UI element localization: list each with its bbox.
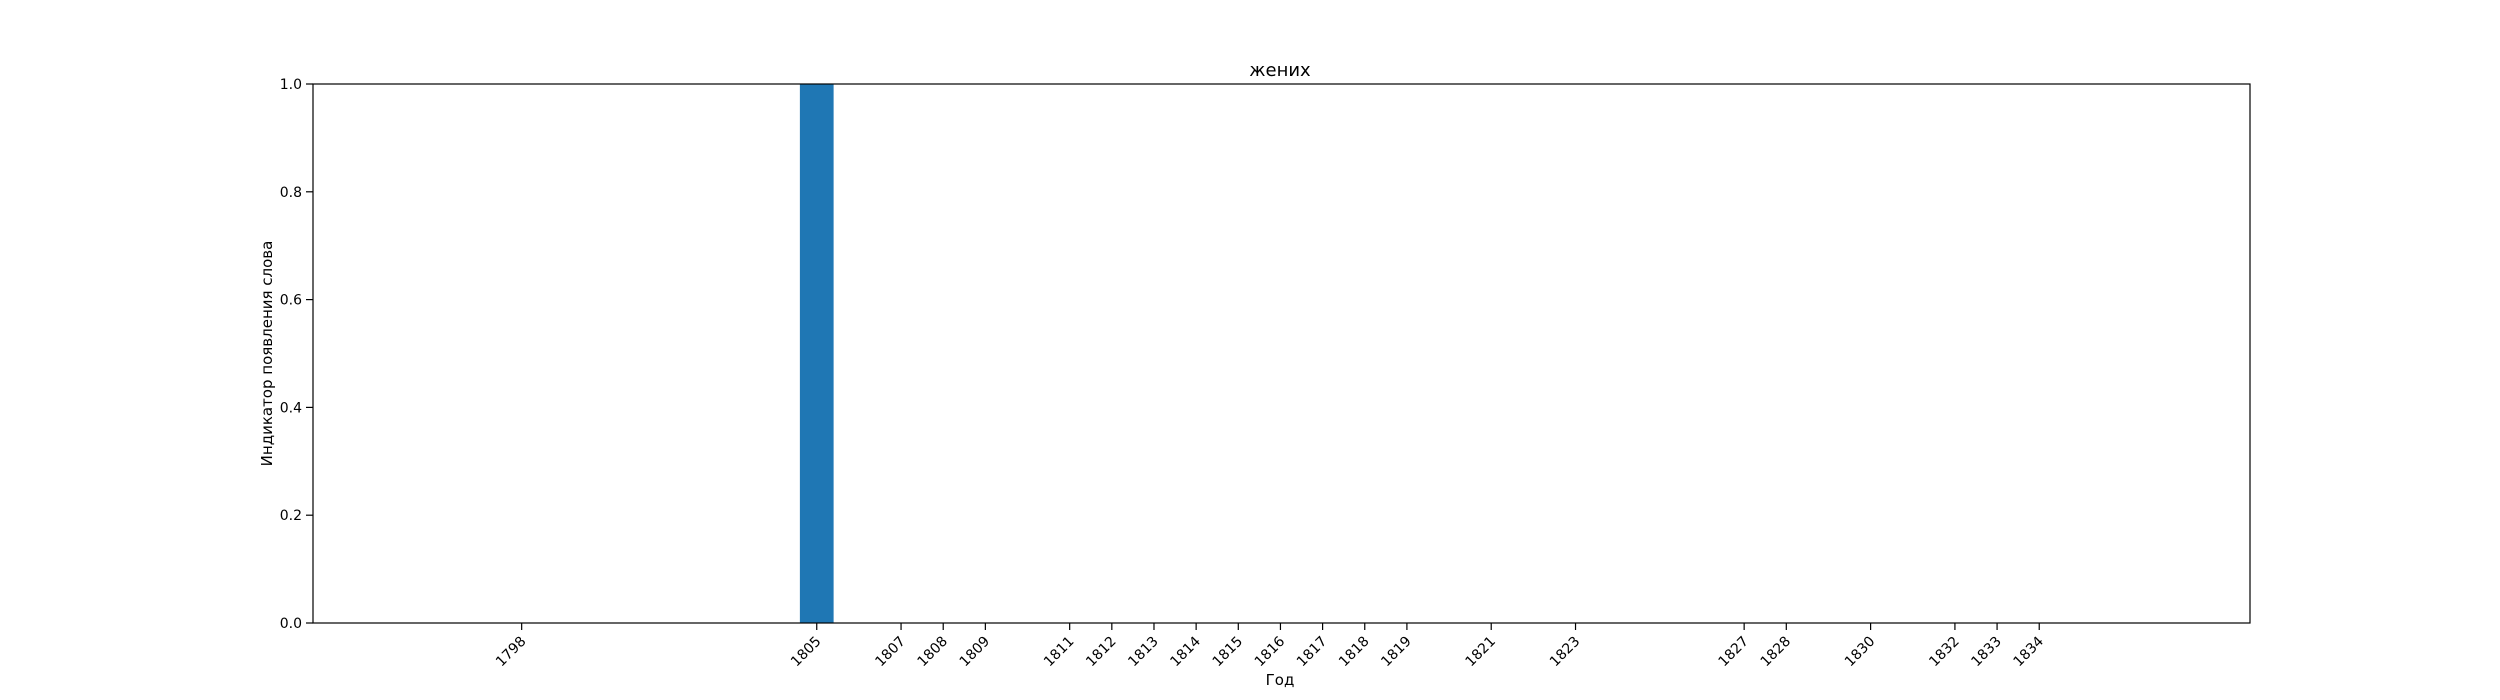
y-axis-title: Индикатор появления слова	[258, 241, 276, 467]
x-tick-label-1815: 1815	[1210, 634, 1247, 671]
x-tick-label-1834: 1834	[2011, 633, 2048, 670]
x-tick-label-1830: 1830	[1842, 634, 1879, 671]
bars	[799, 84, 834, 623]
x-tick-label-1807: 1807	[872, 634, 909, 671]
bar-1805	[799, 84, 834, 623]
y-tick-label: 1.0	[280, 77, 302, 93]
x-tick-label-1817: 1817	[1294, 634, 1331, 671]
y-tick-label: 0.2	[280, 508, 302, 524]
y-tick-label: 0.8	[280, 185, 302, 201]
x-tick-label-1805: 1805	[788, 634, 825, 671]
plot-frame	[312, 83, 2251, 624]
x-axis: 1798 1805 1807 1808 1809 1811 1812 1813 1814 1815…	[493, 623, 2047, 670]
y-tick-label: 0.0	[280, 616, 302, 632]
x-tick-label-1798: 1798	[493, 634, 530, 671]
y-axis: 0.0 0.2 0.4 0.6 0.8 1.0	[280, 77, 313, 632]
x-tick-label-1821: 1821	[1463, 634, 1500, 671]
x-axis-title: Год	[1266, 671, 1295, 689]
y-tick-label: 0.6	[280, 293, 302, 309]
x-tick-label-1808: 1808	[915, 634, 952, 671]
x-tick-label-1812: 1812	[1083, 634, 1120, 671]
x-tick-label-1809: 1809	[957, 634, 994, 671]
x-tick-label-1814: 1814	[1167, 633, 1204, 670]
x-tick-label-1816: 1816	[1252, 633, 1289, 670]
x-tick-label-1813: 1813	[1125, 634, 1162, 671]
x-tick-label-1827: 1827	[1715, 634, 1752, 671]
x-tick-label-1811: 1811	[1041, 634, 1078, 671]
x-tick-label-1818: 1818	[1336, 634, 1373, 671]
y-tick-label: 0.4	[280, 400, 302, 416]
x-tick-label-1819: 1819	[1378, 634, 1415, 671]
x-tick-label-1833: 1833	[1968, 634, 2005, 671]
x-tick-label-1828: 1828	[1758, 634, 1795, 671]
x-tick-label-1823: 1823	[1547, 634, 1584, 671]
chart-title: жених	[1249, 60, 1311, 81]
x-tick-label-1832: 1832	[1926, 634, 1963, 671]
